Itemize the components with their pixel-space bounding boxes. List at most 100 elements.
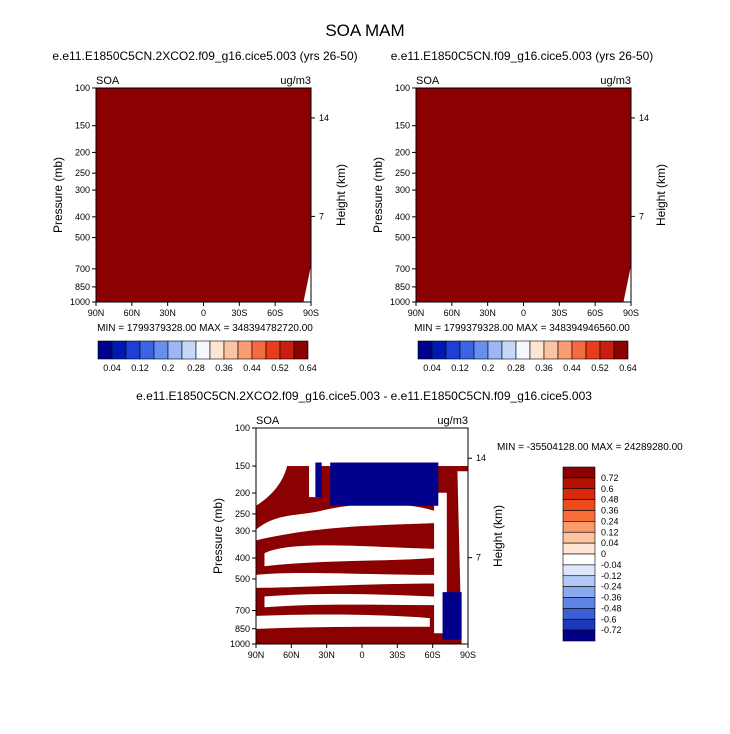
colorbar-label: 0.36 [215,363,233,373]
x-tick-label: 90N [88,308,105,318]
y-tick-label: 300 [235,526,250,536]
colorbar-swatch [562,629,596,642]
y-tick-label: 100 [235,423,250,433]
colorbar-swatch [562,542,596,555]
y-axis-right-title: Height (km) [654,164,668,226]
contour-field [416,88,631,302]
x-tick-label: 30N [318,650,335,660]
right-tick-label: 7 [319,211,324,221]
colorbar-swatch [562,531,596,544]
colorbar-swatch [209,340,225,360]
x-tick-label: 60N [283,650,300,660]
colorbar-swatch [279,340,295,360]
panel-title: e.e11.E1850C5CN.f09_g16.cice5.003 (yrs 2… [391,49,654,63]
y-tick-label: 700 [235,606,250,616]
main-title: SOA MAM [325,21,404,40]
colorbar-swatch [473,340,489,360]
colorbar-label: -0.48 [601,603,622,613]
colorbar-swatch [417,340,433,360]
colorbar-label: 0.04 [423,363,441,373]
panel-difference: e.e11.E1850C5CN.2XCO2.f09_g16.cice5.003 … [136,389,683,660]
colorbar-swatch [97,340,113,360]
right-tick-label: 7 [639,211,644,221]
colorbar-swatch [562,510,596,522]
colorbar-swatch [529,340,545,360]
colorbar-swatch [613,340,629,360]
y-axis-right-title: Height (km) [334,164,348,226]
panel-title: e.e11.E1850C5CN.2XCO2.f09_g16.cice5.003 … [52,49,357,63]
y-tick-label: 150 [235,461,250,471]
x-tick-label: 60S [425,650,441,660]
y-tick-label: 1000 [70,297,90,307]
colorbar-label: -0.12 [601,571,622,581]
x-tick-label: 90S [460,650,476,660]
x-tick-label: 0 [201,308,206,318]
contour-region-low [256,572,443,588]
colorbar-swatch [125,340,141,360]
colorbar-swatch [167,340,183,360]
x-tick-label: 30N [479,308,496,318]
contour-region-low [256,614,430,629]
field-fill [96,88,311,302]
y-tick-label: 200 [75,147,90,157]
right-tick-label: 7 [476,553,481,563]
contour-region-negative [330,462,439,506]
colorbar-label: 0.28 [187,363,205,373]
y-tick-label: 300 [75,185,90,195]
colorbar-label: 0.04 [601,538,619,548]
x-tick-label: 30S [551,308,567,318]
contour-region-low [256,462,288,506]
variable-label: SOA [416,75,440,87]
contour-field [256,428,468,644]
colorbar-label: 0.28 [507,363,525,373]
missing-data-corner [303,265,311,302]
x-tick-label: 60S [587,308,603,318]
y-tick-label: 200 [395,147,410,157]
contour-region-low [264,593,435,608]
colorbar-swatch [562,575,596,587]
colorbar-label: 0.12 [601,527,619,537]
colorbar-swatch [431,340,447,360]
right-tick-label: 14 [476,453,486,463]
colorbar-swatch [562,586,596,598]
y-tick-label: 200 [235,488,250,498]
colorbar-label: 0.24 [601,516,619,526]
colorbar-label: 0.64 [299,363,317,373]
x-tick-label: 0 [359,650,364,660]
colorbar-swatch [223,340,239,360]
colorbar-swatch [445,340,461,360]
y-tick-label: 100 [395,83,410,93]
colorbar-swatch [543,340,559,360]
y-tick-label: 400 [235,553,250,563]
colorbar-label: 0.2 [162,363,175,373]
y-axis-right-title: Height (km) [491,505,505,567]
colorbar-label: -0.36 [601,593,622,603]
colorbar-swatch [111,340,127,360]
panel-control-2xco2: e.e11.E1850C5CN.2XCO2.f09_g16.cice5.003 … [51,49,358,373]
colorbar-label: 0.72 [601,473,619,483]
colorbar-label: -0.72 [601,625,622,635]
colorbar-swatch [562,466,596,479]
contour-region-low [256,503,439,541]
y-tick-label: 1000 [230,639,250,649]
colorbar-swatch [293,340,309,360]
x-tick-label: 0 [521,308,526,318]
y-tick-label: 400 [75,212,90,222]
x-tick-label: 60S [267,308,283,318]
colorbar-label: 0.12 [451,363,469,373]
x-tick-label: 90S [303,308,319,318]
y-tick-label: 400 [395,212,410,222]
y-tick-label: 250 [395,168,410,178]
y-tick-label: 300 [395,185,410,195]
colorbar-label: 0.52 [271,363,289,373]
variable-label: SOA [96,75,120,87]
colorbar-label: 0 [601,549,606,559]
y-tick-label: 500 [75,233,90,243]
x-tick-label: 90S [623,308,639,318]
right-tick-label: 14 [639,113,649,123]
y-tick-label: 250 [235,509,250,519]
contour-region-negative [315,462,322,498]
y-tick-label: 1000 [390,297,410,307]
x-tick-label: 90N [408,308,425,318]
